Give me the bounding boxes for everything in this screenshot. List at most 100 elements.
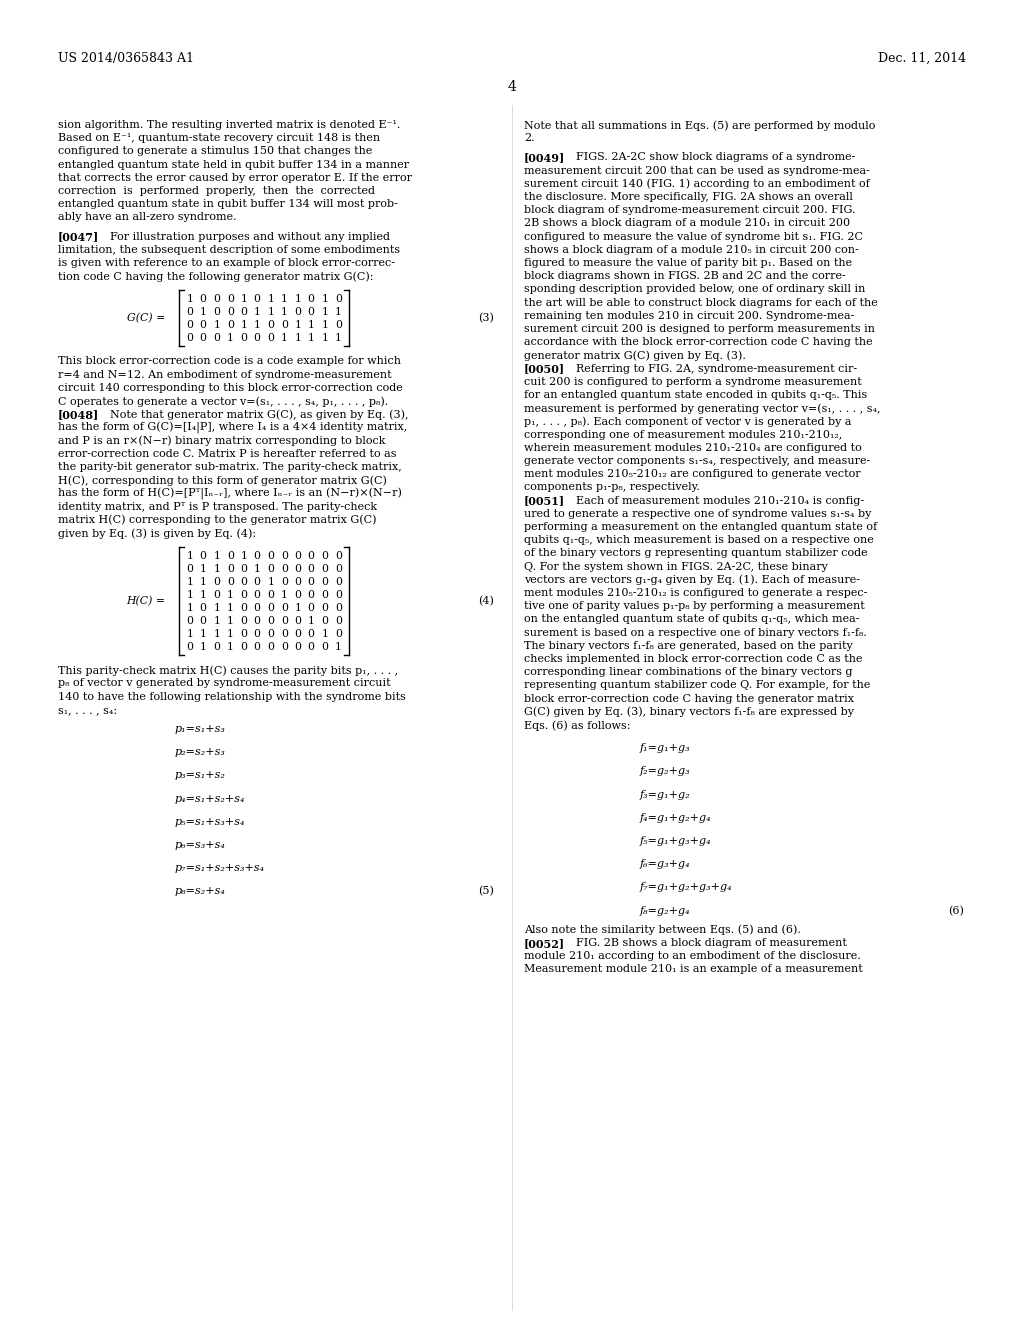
Text: 1: 1 <box>335 306 342 317</box>
Text: vectors are vectors g₁-g₄ given by Eq. (1). Each of measure-: vectors are vectors g₁-g₄ given by Eq. (… <box>524 574 860 585</box>
Text: ured to generate a respective one of syndrome values s₁-s₄ by: ured to generate a respective one of syn… <box>524 508 871 519</box>
Text: 0: 0 <box>281 319 288 330</box>
Text: 0: 0 <box>335 628 342 639</box>
Text: circuit 140 corresponding to this block error-correction code: circuit 140 corresponding to this block … <box>58 383 402 393</box>
Text: and P is an r×(N−r) binary matrix corresponding to block: and P is an r×(N−r) binary matrix corres… <box>58 436 385 446</box>
Text: 1: 1 <box>254 564 261 574</box>
Text: 1: 1 <box>254 319 261 330</box>
Text: 1: 1 <box>241 294 247 304</box>
Text: identity matrix, and Pᵀ is P transposed. The parity-check: identity matrix, and Pᵀ is P transposed.… <box>58 502 377 512</box>
Text: performing a measurement on the entangled quantum state of: performing a measurement on the entangle… <box>524 521 878 532</box>
Text: [0049]: [0049] <box>524 152 565 164</box>
Text: 0: 0 <box>186 333 194 343</box>
Text: 0: 0 <box>308 564 314 574</box>
Text: 0: 0 <box>241 564 247 574</box>
Text: Dec. 11, 2014: Dec. 11, 2014 <box>878 51 966 65</box>
Text: 1: 1 <box>186 628 194 639</box>
Text: 0: 0 <box>308 294 314 304</box>
Text: ment modules 210₅-210₁₂ are configured to generate vector: ment modules 210₅-210₁₂ are configured t… <box>524 469 860 479</box>
Text: 1: 1 <box>213 319 220 330</box>
Text: 1: 1 <box>308 333 314 343</box>
Text: 0: 0 <box>226 306 233 317</box>
Text: 0: 0 <box>335 590 342 599</box>
Text: G(C) =: G(C) = <box>127 313 165 323</box>
Text: 1: 1 <box>226 642 233 652</box>
Text: has the form of G(C)=[I₄|P], where I₄ is a 4×4 identity matrix,: has the form of G(C)=[I₄|P], where I₄ is… <box>58 422 408 434</box>
Text: 0: 0 <box>281 628 288 639</box>
Text: 1: 1 <box>294 333 301 343</box>
Text: limitation, the subsequent description of some embodiments: limitation, the subsequent description o… <box>58 244 400 255</box>
Text: Note that generator matrix G(C), as given by Eq. (3),: Note that generator matrix G(C), as give… <box>110 409 409 420</box>
Text: 1: 1 <box>322 294 329 304</box>
Text: 0: 0 <box>294 306 301 317</box>
Text: 0: 0 <box>281 577 288 586</box>
Text: 0: 0 <box>267 550 274 561</box>
Text: 1: 1 <box>226 603 233 612</box>
Text: 0: 0 <box>267 333 274 343</box>
Text: Q. For the system shown in FIGS. 2A-2C, these binary: Q. For the system shown in FIGS. 2A-2C, … <box>524 561 827 572</box>
Text: 0: 0 <box>308 628 314 639</box>
Text: 0: 0 <box>281 603 288 612</box>
Text: 2B shows a block diagram of a module 210₁ in circuit 200: 2B shows a block diagram of a module 210… <box>524 218 850 228</box>
Text: G(C) given by Eq. (3), binary vectors f₁-f₈ are expressed by: G(C) given by Eq. (3), binary vectors f₁… <box>524 706 854 717</box>
Text: figured to measure the value of parity bit p₁. Based on the: figured to measure the value of parity b… <box>524 257 852 268</box>
Text: C operates to generate a vector v=(s₁, . . . , s₄, p₁, . . . , p₈).: C operates to generate a vector v=(s₁, .… <box>58 396 388 407</box>
Text: surement circuit 140 (FIG. 1) according to an embodiment of: surement circuit 140 (FIG. 1) according … <box>524 178 869 189</box>
Text: 0: 0 <box>335 577 342 586</box>
Text: [0048]: [0048] <box>58 409 99 420</box>
Text: 1: 1 <box>281 306 288 317</box>
Text: For illustration purposes and without any implied: For illustration purposes and without an… <box>110 231 390 242</box>
Text: 0: 0 <box>335 603 342 612</box>
Text: 0: 0 <box>186 319 194 330</box>
Text: 0: 0 <box>294 615 301 626</box>
Text: 1: 1 <box>335 642 342 652</box>
Text: p₆=s₃+s₄: p₆=s₃+s₄ <box>175 840 226 850</box>
Text: 0: 0 <box>267 642 274 652</box>
Text: f₂=g₂+g₃: f₂=g₂+g₃ <box>640 767 690 776</box>
Text: Referring to FIG. 2A, syndrome-measurement cir-: Referring to FIG. 2A, syndrome-measureme… <box>575 363 857 374</box>
Text: p₈ of vector v generated by syndrome-measurement circuit: p₈ of vector v generated by syndrome-mea… <box>58 678 390 689</box>
Text: on the entangled quantum state of qubits q₁-q₅, which mea-: on the entangled quantum state of qubits… <box>524 614 859 624</box>
Text: 0: 0 <box>241 590 247 599</box>
Text: 0: 0 <box>241 577 247 586</box>
Text: matrix H(C) corresponding to the generator matrix G(C): matrix H(C) corresponding to the generat… <box>58 515 377 525</box>
Text: 4: 4 <box>508 81 516 94</box>
Text: f₄=g₁+g₂+g₄: f₄=g₁+g₂+g₄ <box>640 813 712 822</box>
Text: 0: 0 <box>281 550 288 561</box>
Text: 0: 0 <box>226 577 233 586</box>
Text: cuit 200 is configured to perform a syndrome measurement: cuit 200 is configured to perform a synd… <box>524 376 862 387</box>
Text: 1: 1 <box>322 306 329 317</box>
Text: for an entangled quantum state encoded in qubits q₁-q₅. This: for an entangled quantum state encoded i… <box>524 389 867 400</box>
Text: 0: 0 <box>267 628 274 639</box>
Text: 1: 1 <box>213 603 220 612</box>
Text: 0: 0 <box>254 577 261 586</box>
Text: 0: 0 <box>241 333 247 343</box>
Text: 1: 1 <box>322 628 329 639</box>
Text: 0: 0 <box>226 550 233 561</box>
Text: measurement is performed by generating vector v=(s₁, . . . , s₄,: measurement is performed by generating v… <box>524 403 881 413</box>
Text: 0: 0 <box>200 550 207 561</box>
Text: 0: 0 <box>254 294 261 304</box>
Text: 0: 0 <box>254 642 261 652</box>
Text: 0: 0 <box>241 306 247 317</box>
Text: corresponding one of measurement modules 210₁-210₁₂,: corresponding one of measurement modules… <box>524 429 843 440</box>
Text: 0: 0 <box>254 628 261 639</box>
Text: generate vector components s₁-s₄, respectively, and measure-: generate vector components s₁-s₄, respec… <box>524 455 870 466</box>
Text: 1: 1 <box>241 319 247 330</box>
Text: 0: 0 <box>281 615 288 626</box>
Text: 0: 0 <box>308 550 314 561</box>
Text: Each of measurement modules 210₁-210₄ is config-: Each of measurement modules 210₁-210₄ is… <box>575 495 864 506</box>
Text: f₃=g₁+g₂: f₃=g₁+g₂ <box>640 789 690 800</box>
Text: the parity-bit generator sub-matrix. The parity-check matrix,: the parity-bit generator sub-matrix. The… <box>58 462 401 473</box>
Text: 1: 1 <box>254 306 261 317</box>
Text: of the binary vectors g representing quantum stabilizer code: of the binary vectors g representing qua… <box>524 548 867 558</box>
Text: ably have an all-zero syndrome.: ably have an all-zero syndrome. <box>58 213 237 222</box>
Text: 0: 0 <box>322 642 329 652</box>
Text: 0: 0 <box>294 628 301 639</box>
Text: 1: 1 <box>200 577 207 586</box>
Text: 0: 0 <box>267 590 274 599</box>
Text: 0: 0 <box>322 564 329 574</box>
Text: block diagrams shown in FIGS. 2B and 2C and the corre-: block diagrams shown in FIGS. 2B and 2C … <box>524 271 846 281</box>
Text: 0: 0 <box>267 564 274 574</box>
Text: [0050]: [0050] <box>524 363 565 375</box>
